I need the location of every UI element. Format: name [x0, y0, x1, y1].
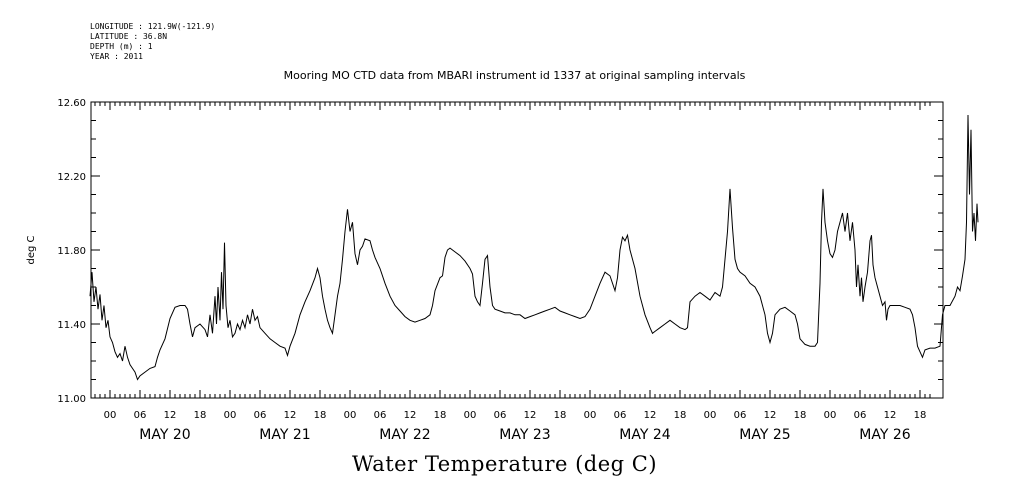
x-day-label: MAY 23	[499, 427, 550, 443]
x-hour-label: 18	[314, 410, 327, 421]
y-tick-label: 11.40	[57, 320, 86, 331]
x-hour-label: 06	[614, 410, 627, 421]
x-hour-label: 12	[284, 410, 297, 421]
x-day-label: MAY 26	[859, 427, 910, 443]
x-hour-label: 18	[554, 410, 567, 421]
x-axis-title: Water Temperature (deg C)	[351, 452, 658, 476]
longitude-text: LONGITUDE : 121.9W(-121.9)	[90, 22, 216, 31]
x-hour-label: 12	[164, 410, 177, 421]
temperature-series-line	[89, 114, 979, 381]
y-tick-label: 12.60	[57, 98, 86, 109]
y-tick-label: 11.00	[57, 394, 86, 405]
metadata-block: LONGITUDE : 121.9W(-121.9) LATITUDE : 36…	[90, 22, 215, 62]
x-hour-label: 12	[404, 410, 417, 421]
x-hour-label: 12	[644, 410, 657, 421]
x-hour-label: 00	[824, 410, 837, 421]
y-tick-label: 12.20	[57, 172, 86, 183]
x-hour-label: 06	[134, 410, 147, 421]
x-hour-label: 06	[854, 410, 867, 421]
x-hour-label: 06	[374, 410, 387, 421]
x-hour-label: 06	[734, 410, 747, 421]
x-hour-label: 12	[884, 410, 897, 421]
x-day-label: MAY 22	[379, 427, 430, 443]
x-day-label: MAY 20	[139, 427, 190, 443]
year-text: YEAR : 2011	[90, 52, 143, 61]
y-axis-label: deg C	[26, 235, 37, 264]
y-tick-label: 11.80	[57, 246, 86, 257]
x-hour-label: 12	[764, 410, 777, 421]
x-hour-label: 18	[794, 410, 807, 421]
x-hour-label: 18	[914, 410, 927, 421]
latitude-text: LATITUDE : 36.8N	[90, 32, 168, 41]
depth-text: DEPTH (m) : 1	[90, 42, 153, 51]
x-hour-label: 18	[434, 410, 447, 421]
x-hour-label: 00	[344, 410, 357, 421]
x-hour-label: 18	[674, 410, 687, 421]
x-hour-label: 06	[494, 410, 507, 421]
plot-frame	[90, 101, 944, 399]
x-day-label: MAY 25	[739, 427, 790, 443]
x-hour-label: 00	[584, 410, 597, 421]
x-hour-label: 00	[224, 410, 237, 421]
chart-title: Mooring MO CTD data from MBARI instrumen…	[283, 69, 746, 82]
x-day-label: MAY 24	[619, 427, 670, 443]
x-hour-label: 06	[254, 410, 267, 421]
x-day-label: MAY 21	[259, 427, 310, 443]
x-hour-label: 00	[464, 410, 477, 421]
x-hour-label: 00	[104, 410, 117, 421]
x-hour-label: 12	[524, 410, 537, 421]
x-hour-label: 18	[194, 410, 207, 421]
x-hour-label: 00	[704, 410, 717, 421]
